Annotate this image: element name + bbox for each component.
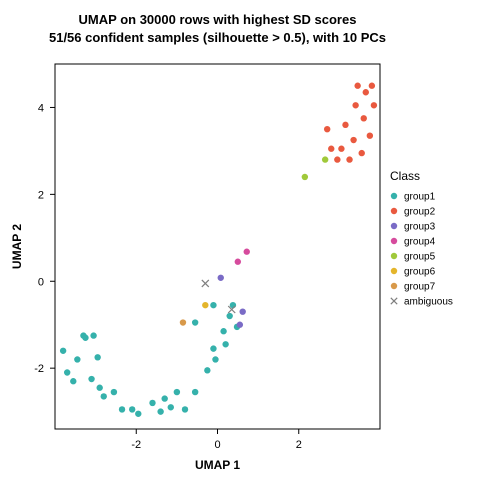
legend-label: group1 bbox=[404, 192, 436, 203]
y-tick-label: -2 bbox=[34, 363, 44, 375]
data-point-group2 bbox=[338, 146, 344, 152]
chart-title-line: UMAP on 30000 rows with highest SD score… bbox=[79, 12, 357, 27]
data-point-group2 bbox=[346, 156, 352, 162]
data-point-group1 bbox=[74, 356, 80, 362]
data-point-group1 bbox=[94, 354, 100, 360]
legend-swatch bbox=[391, 283, 397, 289]
data-point-group5 bbox=[302, 174, 308, 180]
chart-title-line: 51/56 confident samples (silhouette > 0.… bbox=[49, 30, 386, 45]
legend-label: ambiguous bbox=[404, 297, 453, 308]
legend-swatch bbox=[391, 193, 397, 199]
data-point-group2 bbox=[369, 83, 375, 89]
data-point-group1 bbox=[192, 389, 198, 395]
data-point-group1 bbox=[210, 302, 216, 308]
data-point-group1 bbox=[210, 345, 216, 351]
legend-swatch bbox=[391, 223, 397, 229]
data-point-group2 bbox=[361, 115, 367, 121]
y-tick-label: 4 bbox=[38, 102, 44, 114]
y-tick-label: 2 bbox=[38, 189, 44, 201]
data-point-group1 bbox=[157, 408, 163, 414]
data-point-group1 bbox=[168, 404, 174, 410]
legend-label: group3 bbox=[404, 222, 436, 233]
data-point-group2 bbox=[363, 89, 369, 95]
data-point-group1 bbox=[101, 393, 107, 399]
data-point-group1 bbox=[212, 356, 218, 362]
legend-swatch bbox=[391, 238, 397, 244]
data-point-group7 bbox=[180, 319, 186, 325]
data-point-group2 bbox=[359, 150, 365, 156]
data-point-group1 bbox=[149, 400, 155, 406]
umap-scatter-plot: UMAP on 30000 rows with highest SD score… bbox=[0, 0, 504, 504]
data-point-group2 bbox=[354, 83, 360, 89]
data-point-group2 bbox=[334, 156, 340, 162]
data-point-group1 bbox=[230, 302, 236, 308]
x-tick-label: 0 bbox=[214, 439, 220, 451]
data-point-group2 bbox=[342, 122, 348, 128]
legend-label: group2 bbox=[404, 207, 436, 218]
data-point-group1 bbox=[220, 328, 226, 334]
data-point-group1 bbox=[64, 369, 70, 375]
data-point-group1 bbox=[111, 389, 117, 395]
data-point-group2 bbox=[350, 137, 356, 143]
data-point-group2 bbox=[367, 132, 373, 138]
legend-swatch bbox=[391, 268, 397, 274]
data-point-group3 bbox=[218, 275, 224, 281]
data-point-group1 bbox=[96, 385, 102, 391]
y-axis-label: UMAP 2 bbox=[10, 224, 24, 269]
data-point-group1 bbox=[60, 348, 66, 354]
legend-label: group5 bbox=[404, 252, 436, 263]
data-point-group1 bbox=[161, 395, 167, 401]
data-point-group4 bbox=[244, 249, 250, 255]
data-point-group1 bbox=[204, 367, 210, 373]
data-point-group2 bbox=[328, 146, 334, 152]
data-point-group1 bbox=[70, 378, 76, 384]
legend-title: Class bbox=[390, 169, 420, 183]
data-point-group1 bbox=[135, 411, 141, 417]
y-tick-label: 0 bbox=[38, 276, 44, 288]
legend-swatch bbox=[391, 253, 397, 259]
data-point-group1 bbox=[119, 406, 125, 412]
data-point-group1 bbox=[182, 406, 188, 412]
data-point-group2 bbox=[324, 126, 330, 132]
data-point-group1 bbox=[192, 319, 198, 325]
data-point-group3 bbox=[237, 322, 243, 328]
x-axis-label: UMAP 1 bbox=[195, 458, 240, 472]
data-point-group1 bbox=[82, 335, 88, 341]
data-point-group1 bbox=[90, 332, 96, 338]
x-tick-label: -2 bbox=[131, 439, 141, 451]
data-point-group1 bbox=[222, 341, 228, 347]
data-point-group1 bbox=[88, 376, 94, 382]
data-point-group1 bbox=[129, 406, 135, 412]
data-point-group1 bbox=[174, 389, 180, 395]
legend-swatch bbox=[391, 208, 397, 214]
data-point-group1 bbox=[226, 313, 232, 319]
data-point-group6 bbox=[202, 302, 208, 308]
data-point-group2 bbox=[352, 102, 358, 108]
legend-label: group7 bbox=[404, 282, 436, 293]
x-tick-label: 2 bbox=[296, 439, 302, 451]
legend-label: group4 bbox=[404, 237, 436, 248]
data-point-group4 bbox=[235, 259, 241, 265]
data-point-group3 bbox=[239, 308, 245, 314]
data-point-group2 bbox=[371, 102, 377, 108]
legend-label: group6 bbox=[404, 267, 436, 278]
data-point-group5 bbox=[322, 156, 328, 162]
